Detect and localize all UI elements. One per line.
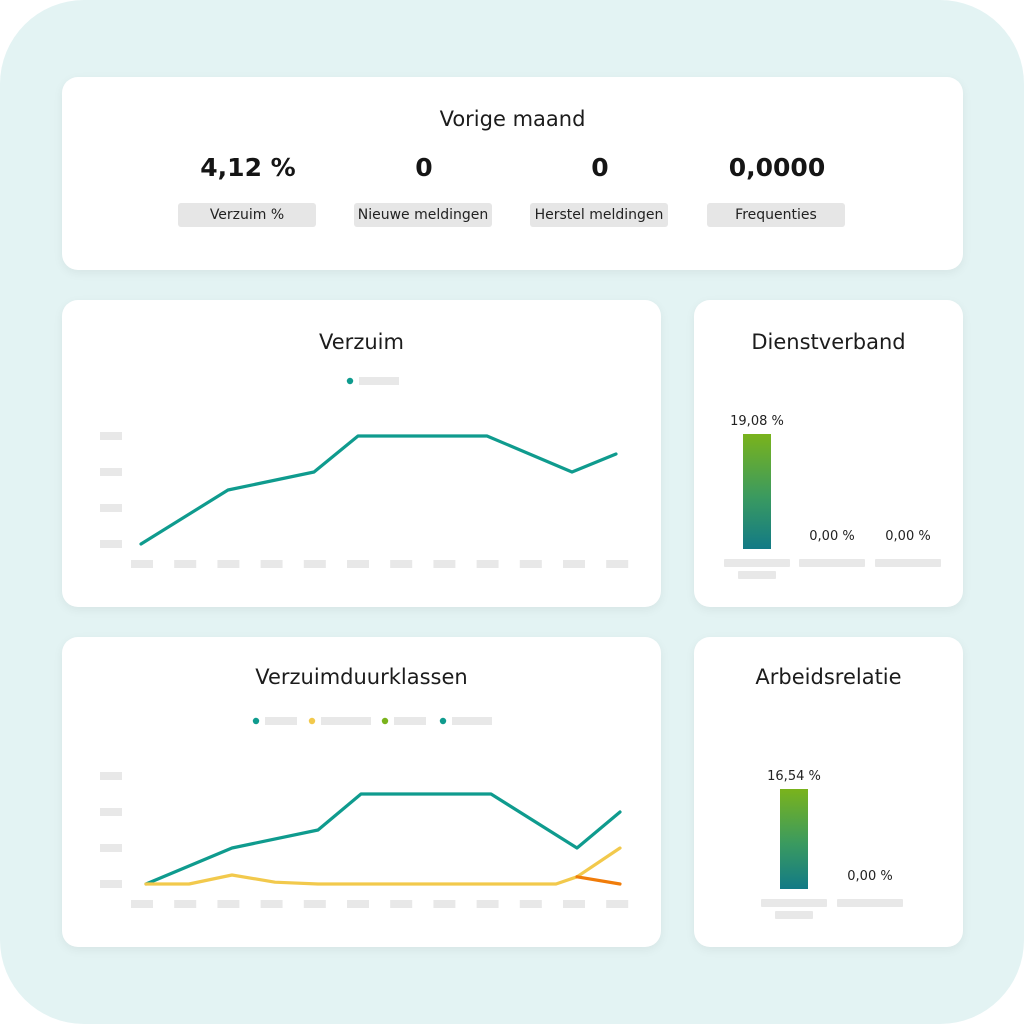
y-tick-placeholder [100, 468, 122, 476]
x-tick-placeholder [390, 560, 413, 568]
kpi-label: Verzuim % [178, 203, 316, 227]
verzuimduurklassen-title: Verzuimduurklassen [255, 665, 468, 689]
x-tick-placeholder [131, 560, 153, 568]
x-tick-placeholder [390, 900, 413, 908]
kpi-label: Herstel meldingen [530, 203, 668, 227]
x-tick-placeholder [347, 560, 369, 568]
dienstverband-title: Dienstverband [751, 330, 906, 354]
bar-category-placeholder [738, 571, 776, 579]
kpi-label: Nieuwe meldingen [354, 203, 492, 227]
kpi-label: Frequenties [707, 203, 845, 227]
x-tick-placeholder [347, 900, 369, 908]
y-tick-placeholder [100, 844, 122, 852]
series-line [139, 434, 618, 546]
kpi-value: 4,12 % [200, 153, 296, 182]
summary-card: Vorige maand 4,12 % Verzuim % 0 Nieuwe m… [62, 77, 963, 270]
bar [743, 434, 771, 549]
arbeidsrelatie-card: Arbeidsrelatie 16,54 % 0,00 % [694, 637, 963, 947]
legend-label-placeholder [321, 717, 371, 725]
x-tick-placeholder [563, 900, 585, 908]
x-tick-placeholder [174, 560, 197, 568]
kpi-frequenties: 0,0000 Frequenties [707, 153, 847, 227]
legend-dot [252, 717, 260, 725]
bar-category-placeholder [799, 559, 865, 567]
x-tick-placeholder [174, 900, 197, 908]
x-tick-placeholder [606, 900, 629, 908]
series-line [575, 875, 622, 886]
verzuim-card: Verzuim [62, 300, 661, 607]
summary-title: Vorige maand [439, 107, 586, 131]
arbeidsrelatie-title: Arbeidsrelatie [755, 665, 902, 689]
legend-dot [381, 717, 389, 725]
x-tick-placeholder [563, 560, 585, 568]
legend-dot [346, 377, 354, 385]
bar-category-placeholder [875, 559, 941, 567]
verzuimduurklassen-card: Verzuimduurklassen [62, 637, 661, 947]
series-line [144, 792, 622, 886]
bar-category-placeholder [761, 899, 827, 907]
x-tick-placeholder [519, 560, 542, 568]
x-tick-placeholder [131, 900, 153, 908]
kpi-herstel-meldingen: 0 Herstel meldingen [530, 153, 670, 227]
legend-label-placeholder [359, 377, 399, 385]
verzuimduurklassen-line-chart [100, 717, 629, 908]
verzuim-title: Verzuim [319, 330, 404, 354]
bar [780, 789, 808, 889]
bar-value-label: 0,00 % [847, 869, 893, 884]
bar-value-label: 16,54 % [767, 769, 821, 784]
kpi-value: 0 [591, 153, 609, 182]
bar-value-label: 0,00 % [809, 529, 855, 544]
x-tick-placeholder [260, 560, 283, 568]
legend-label-placeholder [394, 717, 426, 725]
y-tick-placeholder [100, 772, 122, 780]
x-tick-placeholder [303, 900, 326, 908]
kpi-value: 0 [415, 153, 433, 182]
kpi-value: 0,0000 [728, 153, 826, 182]
legend-dot [439, 717, 447, 725]
x-tick-placeholder [476, 900, 499, 908]
x-tick-placeholder [217, 560, 240, 568]
bar-category-placeholder [775, 911, 813, 919]
series-line [144, 846, 622, 886]
x-tick-placeholder [217, 900, 240, 908]
bar-category-placeholder [724, 559, 790, 567]
y-tick-placeholder [100, 504, 122, 512]
y-tick-placeholder [100, 540, 122, 548]
x-tick-placeholder [433, 900, 456, 908]
y-tick-placeholder [100, 808, 122, 816]
dienstverband-card: Dienstverband 19,08 % 0,00 % 0,00 % [694, 300, 963, 607]
x-tick-placeholder [519, 900, 542, 908]
kpi-nieuwe-meldingen: 0 Nieuwe meldingen [354, 153, 494, 227]
legend-label-placeholder [452, 717, 492, 725]
y-tick-placeholder [100, 432, 122, 440]
verzuim-line-chart [100, 377, 629, 568]
x-tick-placeholder [433, 560, 456, 568]
legend-label-placeholder [265, 717, 297, 725]
legend-dot [308, 717, 316, 725]
kpi-verzuim: 4,12 % Verzuim % [178, 153, 318, 227]
bar-category-placeholder [837, 899, 903, 907]
bar-value-label: 0,00 % [885, 529, 931, 544]
x-tick-placeholder [476, 560, 499, 568]
x-tick-placeholder [303, 560, 326, 568]
x-tick-placeholder [260, 900, 283, 908]
x-tick-placeholder [606, 560, 629, 568]
y-tick-placeholder [100, 880, 122, 888]
bar-value-label: 19,08 % [730, 414, 784, 429]
